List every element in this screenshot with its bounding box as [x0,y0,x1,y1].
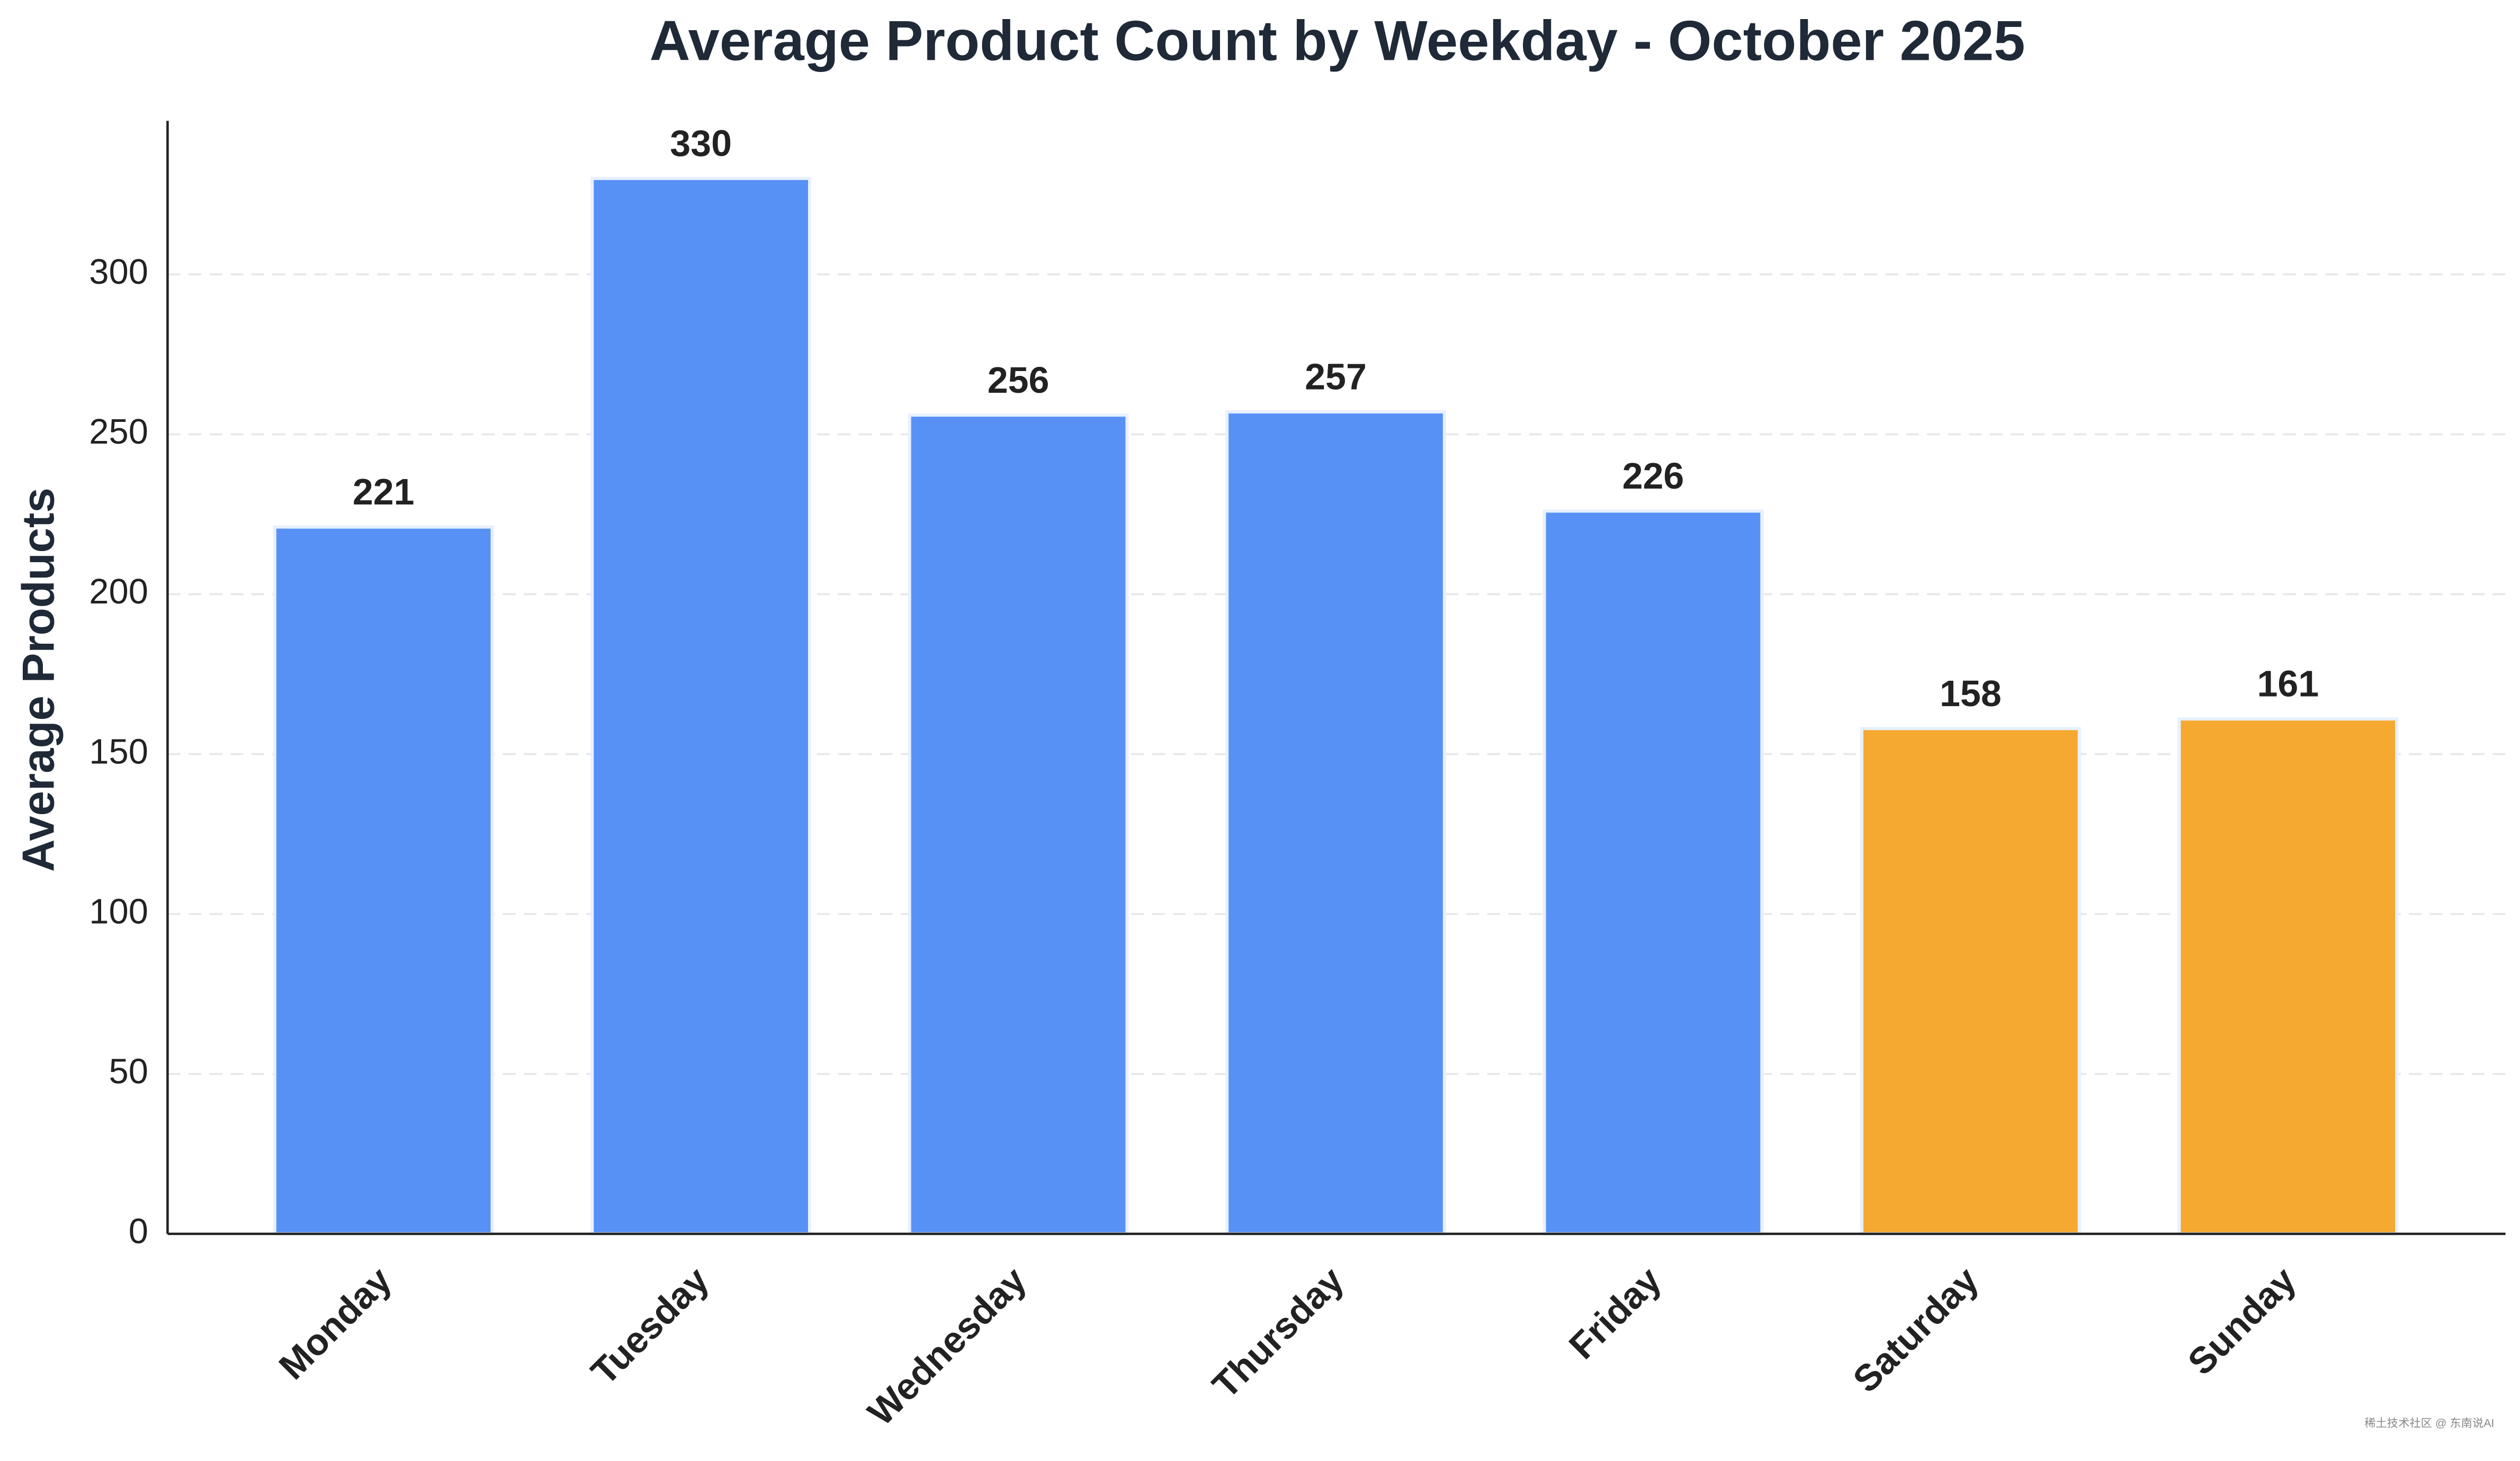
bar [1543,509,1764,1235]
value-label: 330 [670,123,732,164]
bar [908,413,1129,1235]
watermark: 稀土技术社区 @ 东南说AI [2364,1417,2494,1430]
bar [1860,727,2081,1235]
x-tick-label: Thursday [1204,1259,1351,1406]
x-tick-label: Tuesday [583,1259,716,1392]
value-label: 226 [1622,455,1684,497]
value-label: 257 [1305,356,1367,398]
y-tick-label: 150 [89,732,148,771]
x-tick-label: Wednesday [860,1259,1034,1433]
y-tick-label: 200 [89,572,148,611]
x-tick-label: Monday [271,1259,399,1387]
value-label: 161 [2257,663,2319,705]
x-tick-label: Sunday [2180,1259,2304,1383]
chart-title: Average Product Count by Weekday - Octob… [650,9,2025,72]
y-tick-label: 50 [109,1051,148,1091]
bar [2177,717,2399,1235]
value-label: 221 [353,471,415,512]
bar [590,176,812,1235]
y-axis-label: Average Products [14,488,64,872]
y-tick-label: 250 [89,412,148,452]
y-tick-label: 300 [89,252,148,292]
y-tick-label: 100 [89,891,148,931]
bar [1225,410,1446,1235]
x-tick-label: Saturday [1845,1259,1986,1400]
y-tick-label: 0 [129,1212,148,1251]
bar [273,525,494,1235]
x-tick-label: Friday [1561,1259,1669,1367]
value-label: 158 [1940,673,2002,714]
value-label: 256 [988,359,1050,401]
